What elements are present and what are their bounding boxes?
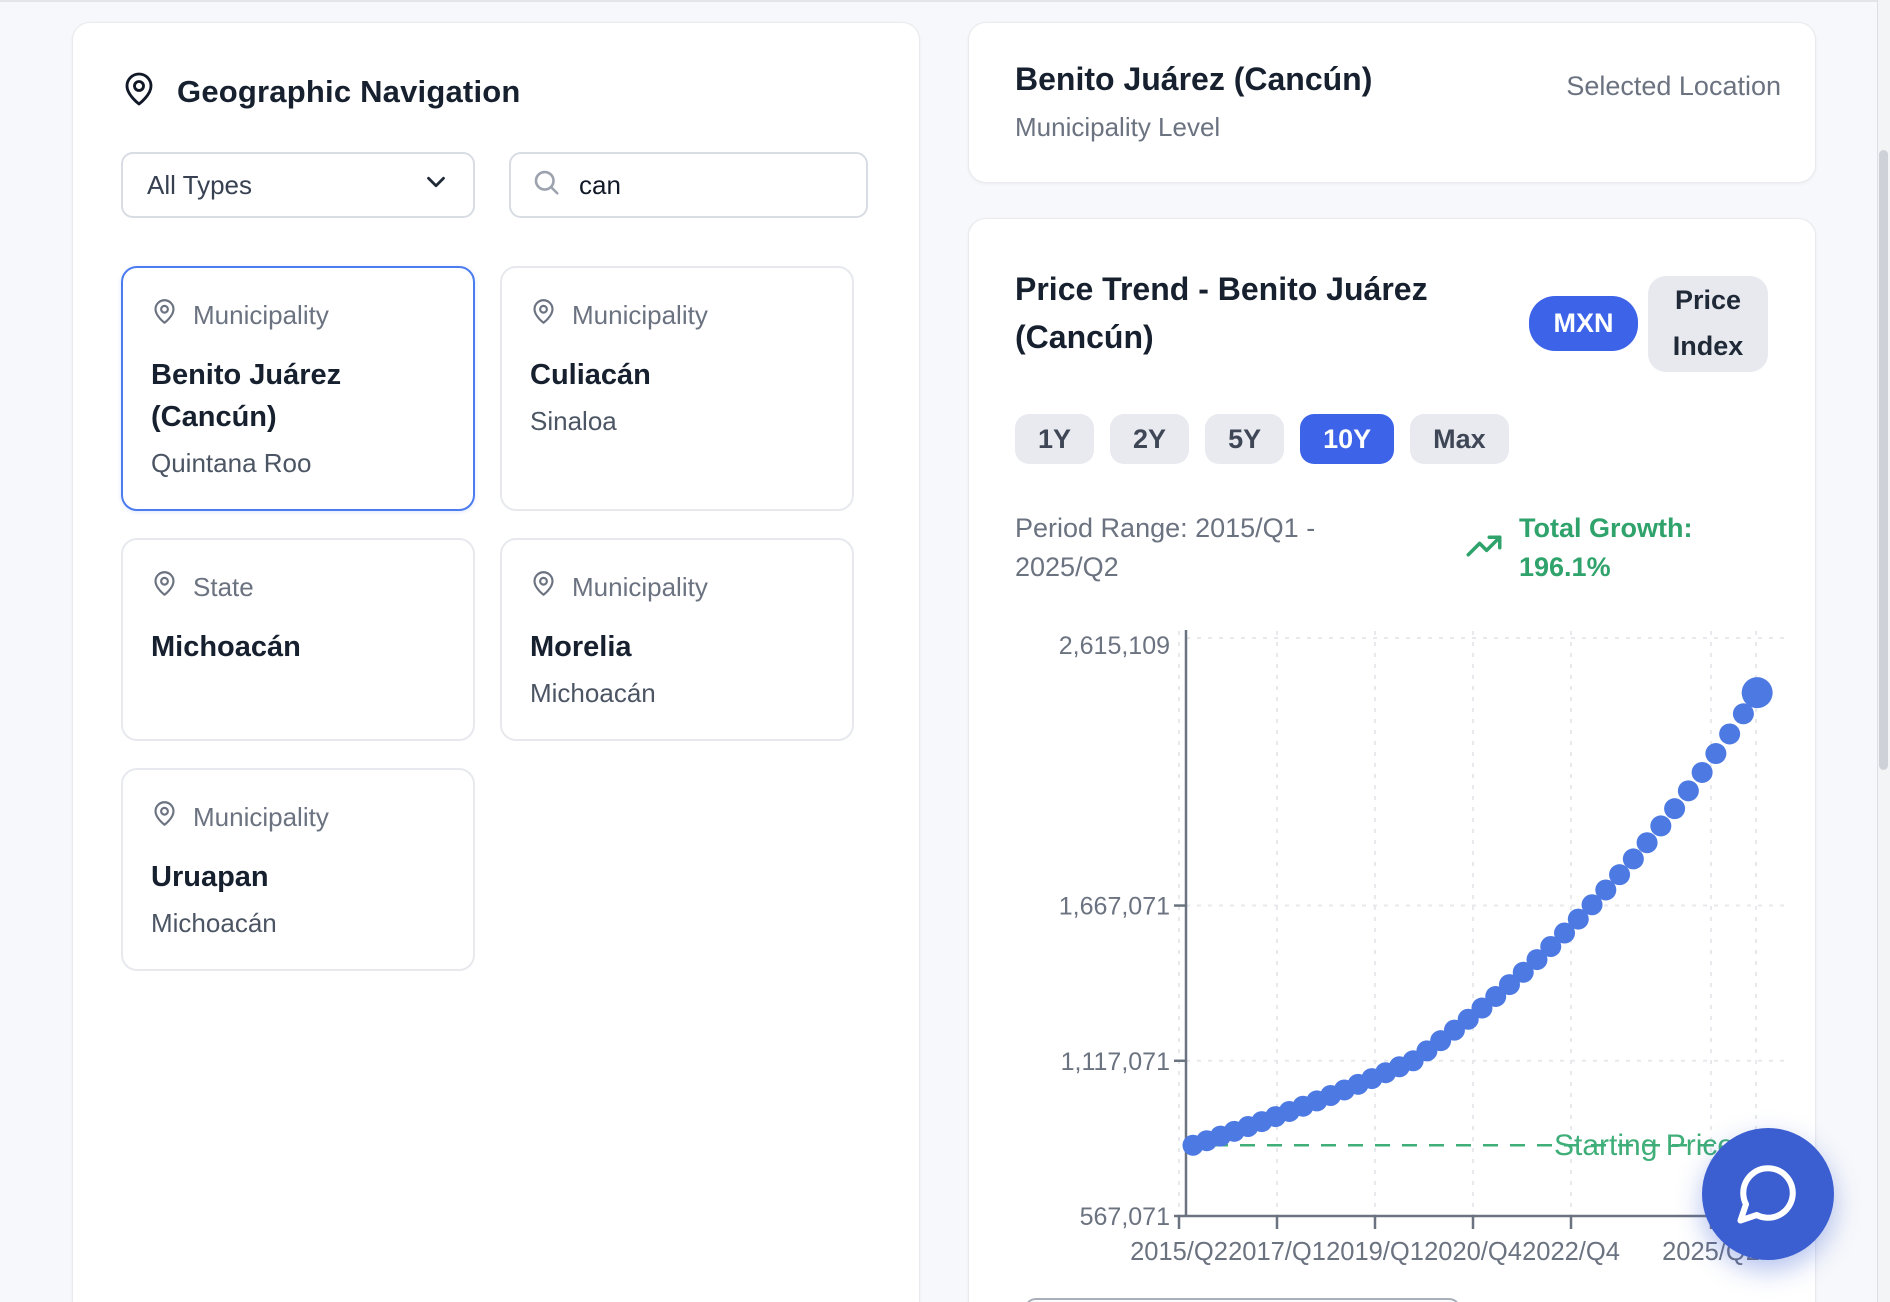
- map-pin-icon: [530, 570, 557, 604]
- x-axis-label: 2022/Q4: [1522, 1238, 1620, 1266]
- data-point[interactable]: [1554, 922, 1576, 944]
- data-point[interactable]: [1622, 848, 1644, 870]
- data-point[interactable]: [1595, 879, 1617, 901]
- location-name: Uruapan: [151, 861, 269, 894]
- y-axis-label: 1,667,071: [1059, 893, 1170, 921]
- chevron-down-icon: [421, 167, 451, 204]
- price-index-button[interactable]: Price Index: [1648, 276, 1768, 372]
- y-axis-label: 1,117,071: [1061, 1048, 1170, 1076]
- location-region: Michoacán: [530, 678, 656, 709]
- selected-location-title: Benito Juárez (Cancún): [1015, 61, 1373, 97]
- x-axis-label: 2015/Q2: [1130, 1238, 1228, 1266]
- location-card-culiacan[interactable]: Municipality Culiacán Sinaloa: [500, 266, 854, 512]
- location-type: State: [193, 571, 254, 602]
- location-type: Municipality: [193, 801, 329, 832]
- location-name: Benito Juárez (Cancún): [151, 359, 342, 434]
- search-value: can: [579, 169, 621, 200]
- data-point[interactable]: [1705, 743, 1727, 765]
- location-type: Municipality: [193, 299, 329, 330]
- range-max-button[interactable]: Max: [1410, 414, 1509, 464]
- search-results: Municipality Benito Juárez (Cancún) Quin…: [121, 266, 871, 972]
- map-pin-icon: [121, 71, 157, 112]
- total-growth-value: 196.1%: [1519, 552, 1611, 583]
- location-region: Quintana Roo: [151, 448, 312, 479]
- type-filter-value: All Types: [147, 169, 253, 200]
- selected-location-level: Municipality Level: [1015, 112, 1221, 142]
- chat-bubble-icon: [1735, 1160, 1801, 1229]
- map-pin-icon: [151, 570, 178, 604]
- range-5y-button[interactable]: 5Y: [1205, 414, 1285, 464]
- data-point[interactable]: [1567, 908, 1589, 930]
- map-pin-icon: [151, 800, 178, 834]
- data-point[interactable]: [1485, 985, 1507, 1007]
- currency-mxn-button[interactable]: MXN: [1529, 296, 1638, 351]
- data-point[interactable]: [1581, 894, 1603, 916]
- range-10y-button[interactable]: 10Y: [1300, 414, 1395, 464]
- y-axis-label: 2,615,109: [1059, 632, 1170, 660]
- geographic-navigation-panel: Geographic Navigation All Types can Muni…: [72, 22, 920, 1302]
- scrollbar-thumb[interactable]: [1879, 150, 1888, 770]
- data-point[interactable]: [1540, 935, 1562, 957]
- period-range-text: Period Range: 2015/Q1 - 2025/Q2: [1015, 513, 1316, 583]
- map-pin-icon: [530, 298, 557, 332]
- selected-location-tag: Selected Location: [1566, 71, 1781, 101]
- search-input[interactable]: can: [509, 152, 868, 218]
- trending-up-icon: [1463, 525, 1505, 572]
- selected-location-card: Benito Juárez (Cancún) Municipality Leve…: [968, 22, 1816, 183]
- location-type: Municipality: [572, 299, 708, 330]
- x-axis-label: 2017/Q1: [1228, 1238, 1326, 1266]
- data-point[interactable]: [1719, 723, 1741, 745]
- data-point[interactable]: [1636, 832, 1658, 854]
- location-name: Culiacán: [530, 359, 651, 391]
- y-axis-label: 567,071: [1080, 1203, 1170, 1231]
- type-filter-select[interactable]: All Types: [121, 152, 475, 218]
- data-point[interactable]: [1609, 864, 1631, 886]
- price-trend-card: Price Trend - Benito Juárez (Cancún) MXN…: [968, 218, 1816, 1302]
- location-region: Michoacán: [151, 908, 277, 939]
- total-growth-label: Total Growth:: [1519, 513, 1693, 543]
- chat-fab-button[interactable]: [1702, 1128, 1834, 1260]
- data-point[interactable]: [1650, 815, 1672, 837]
- location-type: Municipality: [572, 571, 708, 602]
- data-point[interactable]: [1691, 761, 1713, 783]
- location-card-morelia[interactable]: Municipality Morelia Michoacán: [500, 538, 854, 742]
- location-region: Sinaloa: [530, 406, 617, 437]
- starting-price-label: Starting Price: [1554, 1129, 1734, 1162]
- data-point[interactable]: [1664, 798, 1686, 820]
- data-point[interactable]: [1498, 974, 1520, 996]
- x-axis-label: 2020/Q4: [1424, 1238, 1522, 1266]
- price-trend-chart[interactable]: 2,615,109 1,667,071 1,117,071 567,071 2015/Q…: [1009, 609, 1809, 1299]
- search-icon: [531, 167, 561, 204]
- total-growth: Total Growth: 196.1%: [1463, 509, 1692, 587]
- data-point[interactable]: [1512, 961, 1534, 983]
- range-1y-button[interactable]: 1Y: [1015, 414, 1095, 464]
- data-point[interactable]: [1471, 997, 1493, 1019]
- chart-title: Price Trend - Benito Juárez (Cancún): [1015, 271, 1428, 355]
- location-card-uruapan[interactable]: Municipality Uruapan Michoacán: [121, 768, 475, 972]
- period-slider-track[interactable]: [1024, 1298, 1461, 1302]
- data-point[interactable]: [1732, 703, 1754, 725]
- panel-title: Geographic Navigation: [177, 73, 521, 109]
- location-name: Michoacán: [151, 631, 301, 664]
- top-border: [0, 0, 1890, 2]
- data-point[interactable]: [1526, 949, 1548, 971]
- x-axis-label: 2019/Q1: [1326, 1238, 1424, 1266]
- time-range-group: 1Y 2Y 5Y 10Y Max: [1015, 414, 1509, 464]
- location-name: Morelia: [530, 631, 632, 664]
- location-card-michoacan[interactable]: State Michoacán: [121, 538, 475, 742]
- scrollbar[interactable]: [1877, 0, 1890, 1302]
- data-point-last[interactable]: [1741, 677, 1773, 709]
- data-point[interactable]: [1677, 780, 1699, 802]
- location-card-benito-juarez[interactable]: Municipality Benito Juárez (Cancún) Quin…: [121, 266, 475, 512]
- range-2y-button[interactable]: 2Y: [1110, 414, 1190, 464]
- map-pin-icon: [151, 298, 178, 332]
